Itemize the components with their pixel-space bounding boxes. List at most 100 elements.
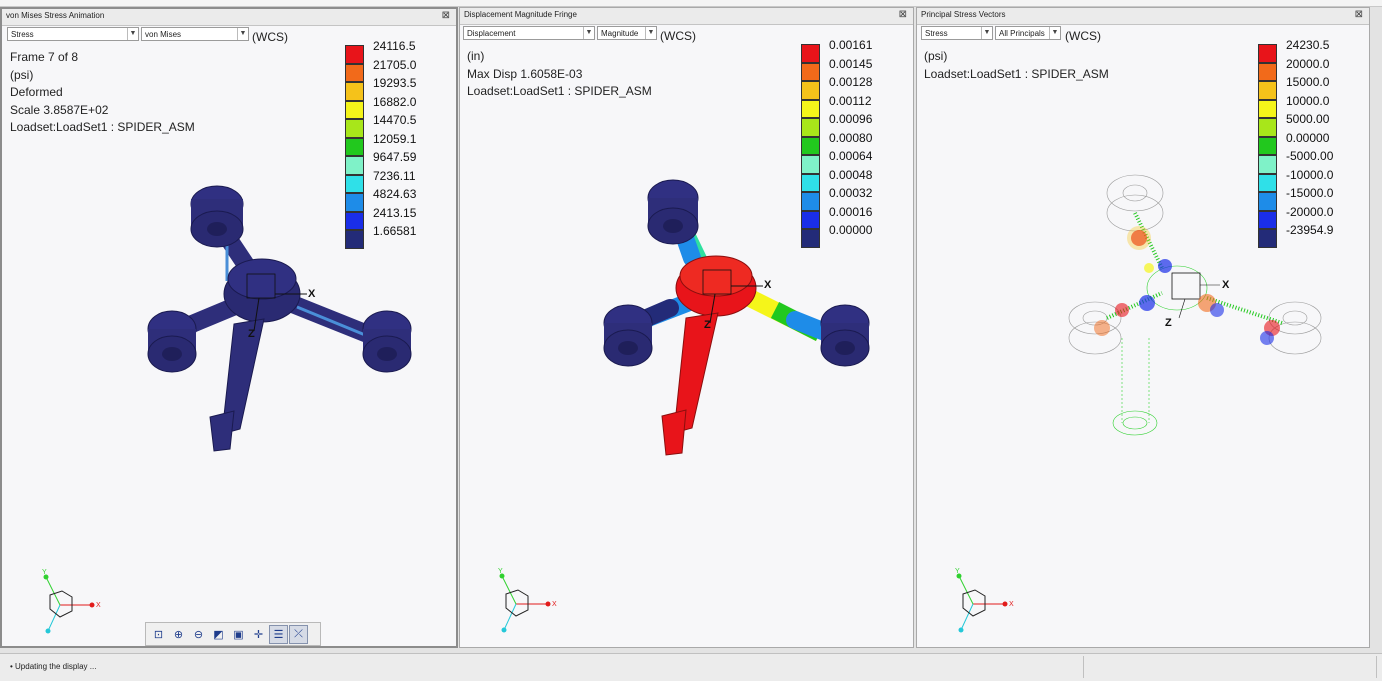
legend-value: 0.00096	[829, 112, 873, 126]
legend-value: 20000.0	[1286, 56, 1330, 71]
legend-swatch	[1258, 118, 1277, 137]
legend-value: 0.00145	[829, 56, 873, 71]
axis-z-label: Z	[248, 328, 255, 340]
legend-value: 0.00128	[829, 75, 873, 89]
legend-value: 0.00080	[829, 130, 873, 145]
triad-y-label: Y	[42, 569, 47, 576]
spin-center-icon[interactable]: ✛	[253, 628, 264, 641]
window-title: Principal Stress Vectors	[921, 10, 1006, 19]
window-titlebar[interactable]: Principal Stress Vectors ⊠	[917, 8, 1369, 25]
triad-x-label: X	[1009, 601, 1014, 608]
legend-swatch	[801, 173, 820, 192]
window-title: von Mises Stress Animation	[6, 11, 105, 20]
zoom-in-icon[interactable]: ⊕	[173, 628, 184, 641]
window-principal-stress[interactable]: Principal Stress Vectors ⊠ Stress ▼ All P…	[916, 7, 1370, 648]
close-icon[interactable]: ⊠	[1354, 9, 1363, 20]
window-titlebar[interactable]: von Mises Stress Animation ⊠	[2, 9, 456, 26]
view-orientation-icon[interactable]: ◩	[213, 628, 224, 641]
legend-value: 0.00112	[829, 93, 872, 108]
info-line: (psi)	[924, 49, 948, 63]
info-line: (psi)	[10, 67, 34, 82]
legend-value: -5000.00	[1286, 149, 1334, 163]
legend-swatch	[801, 136, 820, 155]
legend-swatch	[801, 44, 820, 63]
triad-y-label: Y	[498, 568, 503, 575]
legend-value: 12059.1	[373, 131, 417, 146]
legend-value: 24116.5	[373, 39, 416, 53]
quantity-dropdown[interactable]: Displacement ▼	[463, 26, 595, 40]
legend-swatch	[1258, 136, 1277, 155]
vector-plot	[1068, 174, 1322, 436]
window-titlebar[interactable]: Displacement Magnitude Fringe ⊠	[460, 8, 913, 25]
chevron-down-icon[interactable]: ▼	[583, 27, 594, 39]
view-toolbar: ⊡ ⊕ ⊖ ◩ ▣ ✛ ☰ ⤫	[145, 622, 321, 646]
chevron-down-icon[interactable]: ▼	[645, 27, 656, 39]
legend-value: 0.00161	[829, 38, 873, 52]
zoom-out-icon[interactable]: ⊖	[193, 628, 204, 641]
legend-value: 19293.5	[373, 76, 417, 90]
result-info: (psi) Loadset:LoadSet1 : SPIDER_ASM	[924, 48, 1109, 83]
info-line: Loadset:LoadSet1 : SPIDER_ASM	[10, 120, 195, 134]
saved-views-icon[interactable]: ▣	[233, 628, 244, 641]
legend-value: 0.00032	[829, 186, 873, 200]
quantity-dropdown[interactable]: Stress ▼	[7, 27, 139, 41]
legend-value: 0.00016	[829, 204, 873, 219]
window-displacement[interactable]: Displacement Magnitude Fringe ⊠ Displace…	[459, 7, 914, 648]
query-icon[interactable]: ⤫	[289, 624, 308, 644]
model-viewport[interactable]: X Z	[917, 158, 1369, 478]
result-info: Frame 7 of 8 (psi) Deformed Scale 3.8587…	[10, 49, 195, 137]
model-viewport[interactable]: X Z	[2, 159, 456, 479]
spider-model	[603, 179, 870, 456]
legend-value: 9647.59	[373, 150, 417, 164]
window-von-mises[interactable]: von Mises Stress Animation ⊠ Stress ▼ von…	[0, 7, 458, 648]
legend-swatch	[801, 62, 820, 81]
info-line: (in)	[467, 49, 485, 63]
legend-swatch	[801, 192, 820, 211]
legend-value: 0.00000	[1286, 130, 1330, 145]
info-line: Loadset:LoadSet1 : SPIDER_ASM	[924, 66, 1109, 81]
info-line: Max Disp 1.6058E-03	[467, 66, 583, 81]
legend-swatch	[345, 82, 364, 101]
legend-swatch	[345, 137, 364, 156]
quantity-dropdown[interactable]: Stress ▼	[921, 26, 993, 40]
legend-value: -10000.0	[1286, 167, 1334, 182]
model-viewport[interactable]: X Z	[460, 158, 912, 478]
legend-swatch	[1258, 62, 1277, 81]
chevron-down-icon[interactable]: ▼	[1049, 27, 1060, 39]
component-value: von Mises	[145, 30, 182, 39]
status-divider	[1376, 656, 1377, 678]
legend-swatch	[1258, 99, 1277, 118]
legend-swatch	[345, 63, 364, 82]
axis-x-label: X	[764, 279, 772, 291]
quantity-value: Stress	[925, 29, 948, 38]
component-dropdown[interactable]: All Principals ▼	[995, 26, 1061, 40]
legend-swatch	[801, 81, 820, 100]
view-triad-icon: X Y	[498, 568, 557, 633]
display-style-icon[interactable]: ☰	[269, 624, 288, 644]
axis-x-label: X	[1222, 279, 1230, 291]
info-line: Scale 3.8587E+02	[10, 102, 109, 117]
legend-value: 14470.5	[373, 113, 417, 127]
view-triad-icon: X Y	[955, 568, 1014, 633]
close-icon[interactable]: ⊠	[441, 10, 450, 21]
legend-swatch	[345, 211, 364, 230]
legend-swatch	[1258, 44, 1277, 63]
quantity-value: Displacement	[467, 29, 516, 38]
status-divider	[1083, 656, 1084, 678]
triad-y-label: Y	[955, 568, 960, 575]
axis-z-label: Z	[1165, 317, 1172, 329]
legend-swatch	[801, 99, 820, 118]
info-line: Loadset:LoadSet1 : SPIDER_ASM	[467, 84, 652, 98]
refit-icon[interactable]: ⊡	[153, 628, 164, 641]
legend-swatch	[801, 155, 820, 174]
component-dropdown[interactable]: Magnitude ▼	[597, 26, 657, 40]
axis-x-label: X	[308, 288, 316, 300]
chevron-down-icon[interactable]: ▼	[127, 28, 138, 40]
info-line: Deformed	[10, 85, 63, 99]
legend-value: 4824.63	[373, 187, 417, 201]
close-icon[interactable]: ⊠	[898, 9, 907, 20]
chevron-down-icon[interactable]: ▼	[237, 28, 248, 40]
chevron-down-icon[interactable]: ▼	[981, 27, 992, 39]
component-dropdown[interactable]: von Mises ▼	[141, 27, 249, 41]
legend-swatch	[345, 193, 364, 212]
